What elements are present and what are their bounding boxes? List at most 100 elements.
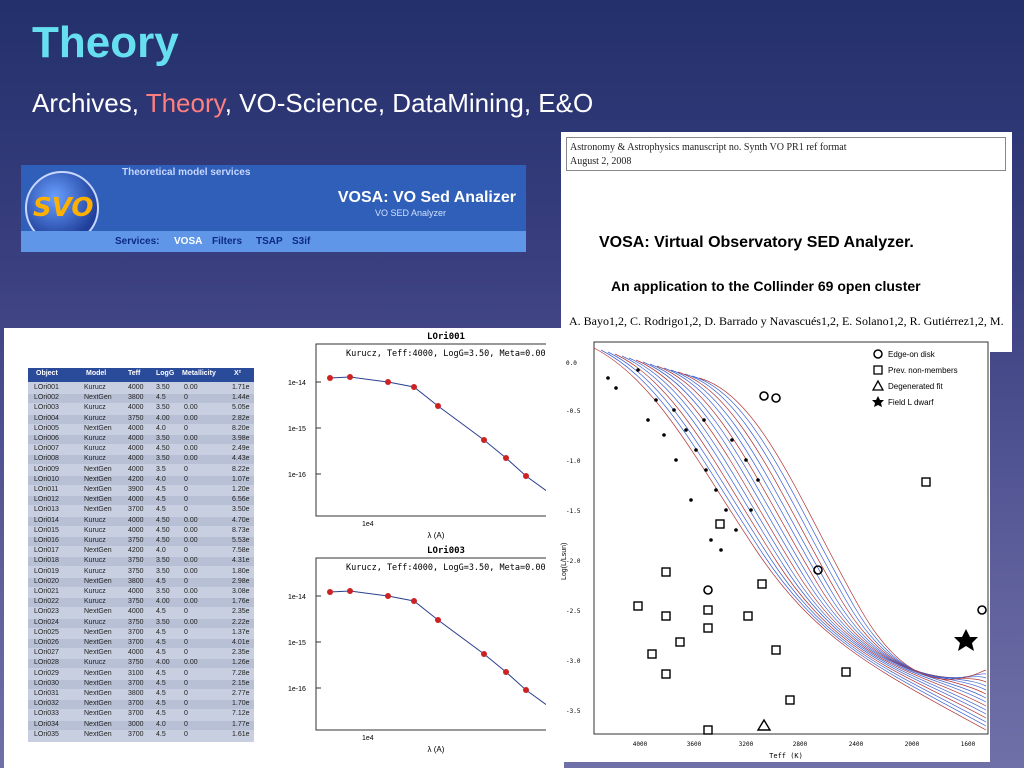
- hr-member-point: [606, 376, 610, 380]
- hr-nonmember-square: [841, 667, 851, 677]
- table-cell: LOri021: [34, 588, 59, 595]
- svo-banner: SVO Theoretical model services VOSA: VO …: [21, 165, 526, 252]
- table-cell: Kurucz: [84, 414, 106, 422]
- table-cell: 0: [184, 547, 188, 555]
- table-cell: 3.50: [156, 404, 170, 412]
- table-row[interactable]: LOri013 NextGen 3700 4.5 0 3.50e: [28, 506, 254, 515]
- table-cell: 3750: [128, 598, 144, 606]
- table-cell: LOri027: [34, 649, 59, 657]
- sed-photometry-point: [327, 589, 333, 595]
- table-row[interactable]: LOri022 Kurucz 3750 4.00 0.00 1.76e: [28, 598, 254, 608]
- table-cell: 4.5: [156, 486, 166, 493]
- table-row[interactable]: LOri003 Kurucz 4000 3.50 0.00 5.05e: [28, 404, 254, 413]
- sed-photometry-point: [347, 588, 353, 594]
- table-row[interactable]: LOri021 Kurucz 4000 3.50 0.00 3.08e: [28, 588, 254, 597]
- hr-xtick: 2000: [905, 741, 920, 748]
- table-cell: 0: [184, 424, 188, 432]
- nav-link-s3if[interactable]: S3if: [292, 236, 311, 247]
- table-row[interactable]: LOri018 Kurucz 3750 3.50 0.00 4.31e: [28, 557, 254, 567]
- paper-header: Astronomy & Astrophysics manuscript no. …: [566, 137, 1006, 171]
- table-cell: 1.80e: [232, 567, 250, 575]
- table-row[interactable]: LOri034 NextGen 3000 4.0 0 1.77e: [28, 720, 254, 730]
- results-table: Object Model Teff LogG Metallicity X² LO…: [28, 368, 254, 742]
- table-cell: NextGen: [84, 486, 112, 493]
- table-cell: LOri012: [34, 496, 59, 504]
- table-cell: Kurucz: [84, 537, 106, 544]
- hr-ytick: 0.0: [566, 360, 577, 367]
- table-cell: 3750: [128, 414, 144, 422]
- hr-member-point: [654, 398, 658, 402]
- sed-xlabel: λ (A): [428, 531, 445, 540]
- nav-link-tsap[interactable]: TSAP: [256, 236, 283, 247]
- table-row[interactable]: LOri032 NextGen 3700 4.5 0 1.70e: [28, 700, 254, 710]
- sed-model-label: Kurucz, Teff:4000, LogG=3.50, Meta=0.00: [346, 563, 546, 573]
- table-cell: 4.5: [156, 506, 166, 514]
- sed-plot-2: LOri003 Kurucz, Teff:4000, LogG=3.50, Met…: [286, 544, 546, 756]
- table-row[interactable]: LOri030 NextGen 3700 4.5 0 2.15e: [28, 679, 254, 689]
- table-row[interactable]: LOri015 Kurucz 4000 4.50 0.00 8.73e: [28, 527, 254, 536]
- table-row[interactable]: LOri009 NextGen 4000 3.5 0 8.22e: [28, 466, 254, 475]
- table-row[interactable]: LOri008 Kurucz 4000 3.50 0.00 4.43e: [28, 455, 254, 465]
- table-row[interactable]: LOri028 Kurucz 3750 4.00 0.00 1.26e: [28, 659, 254, 669]
- table-cell: NextGen: [84, 475, 112, 483]
- hr-isochrone: [614, 353, 987, 719]
- col-chi2: X²: [234, 370, 241, 377]
- hr-xtick: 3200: [739, 741, 754, 748]
- table-cell: 0: [184, 608, 188, 616]
- table-row[interactable]: LOri033 NextGen 3700 4.5 0 7.12e: [28, 710, 254, 719]
- table-row[interactable]: LOri002 NextGen 3800 4.5 0 1.44e: [28, 394, 254, 404]
- col-teff: Teff: [128, 370, 141, 377]
- sed-xtick: 1e4: [362, 521, 374, 528]
- table-row[interactable]: LOri027 NextGen 4000 4.5 0 2.35e: [28, 649, 254, 658]
- table-cell: 2.35e: [232, 608, 250, 616]
- table-cell: 3750: [128, 567, 144, 575]
- table-cell: Kurucz: [84, 435, 106, 442]
- table-row[interactable]: LOri006 Kurucz 4000 3.50 0.00 3.98e: [28, 435, 254, 444]
- table-row[interactable]: LOri035 NextGen 3700 4.5 0 1.61e: [28, 731, 254, 740]
- table-cell: 4.50: [156, 537, 170, 544]
- hr-legend-entry: Prev. non-members: [888, 366, 958, 375]
- table-cell: 4000: [128, 516, 144, 524]
- table-cell: LOri025: [34, 628, 59, 636]
- table-row[interactable]: LOri012 NextGen 4000 4.5 0 6.56e: [28, 496, 254, 506]
- table-row[interactable]: LOri024 Kurucz 3750 3.50 0.00 2.22e: [28, 618, 254, 628]
- table-cell: 3700: [128, 639, 144, 646]
- nav-link-filters[interactable]: Filters: [212, 236, 243, 247]
- sed-photometry-point: [523, 473, 529, 479]
- table-row[interactable]: LOri010 NextGen 4200 4.0 0 1.07e: [28, 475, 254, 485]
- table-row[interactable]: LOri004 Kurucz 3750 4.00 0.00 2.82e: [28, 414, 254, 424]
- table-row[interactable]: LOri029 NextGen 3100 4.5 0 7.28e: [28, 670, 254, 679]
- services-header: Theoretical model services: [122, 167, 251, 178]
- table-cell: 0.00: [184, 618, 198, 626]
- table-cell: 4.00: [156, 598, 170, 606]
- hr-nonmember-square: [661, 669, 671, 679]
- table-cell: NextGen: [84, 669, 112, 677]
- hr-edge-on-disk: [977, 605, 987, 615]
- table-row[interactable]: LOri011 NextGen 3900 4.5 0 1.20e: [28, 486, 254, 495]
- table-cell: 0: [184, 690, 188, 697]
- col-model: Model: [86, 370, 107, 377]
- table-row[interactable]: LOri019 Kurucz 3750 3.50 0.00 1.80e: [28, 568, 254, 577]
- table-row[interactable]: LOri016 Kurucz 3750 4.50 0.00 5.53e: [28, 537, 254, 546]
- nav-link-vosa[interactable]: VOSA: [174, 236, 203, 247]
- table-row[interactable]: LOri023 NextGen 4000 4.5 0 2.35e: [28, 608, 254, 617]
- table-row[interactable]: LOri020 NextGen 3800 4.5 0 2.98e: [28, 577, 254, 587]
- table-row[interactable]: LOri017 NextGen 4200 4.0 0 7.58e: [28, 547, 254, 556]
- hr-member-point: [636, 368, 640, 372]
- table-cell: LOri024: [34, 618, 59, 626]
- table-cell: 0: [184, 669, 188, 677]
- table-row[interactable]: LOri031 NextGen 3800 4.5 0 2.77e: [28, 690, 254, 699]
- hr-edge-on-disk: [703, 585, 713, 595]
- table-row[interactable]: LOri014 Kurucz 4000 4.50 0.00 4.70e: [28, 516, 254, 526]
- table-row[interactable]: LOri025 NextGen 3700 4.5 0 1.37e: [28, 629, 254, 638]
- table-cell: 0: [184, 700, 188, 708]
- table-row[interactable]: LOri001 Kurucz 4000 3.50 0.00 1.71e: [28, 384, 254, 393]
- table-row[interactable]: LOri026 NextGen 3700 4.5 0 4.01e: [28, 639, 254, 648]
- table-cell: 0: [184, 577, 188, 585]
- sed-model-label: Kurucz, Teff:4000, LogG=3.50, Meta=0.00: [346, 349, 546, 359]
- table-cell: 4000: [128, 384, 144, 391]
- table-row[interactable]: LOri007 Kurucz 4000 4.50 0.00 2.49e: [28, 445, 254, 454]
- table-cell: NextGen: [84, 639, 112, 646]
- table-cell: 0: [184, 710, 188, 718]
- table-row[interactable]: LOri005 NextGen 4000 4.0 0 8.20e: [28, 425, 254, 434]
